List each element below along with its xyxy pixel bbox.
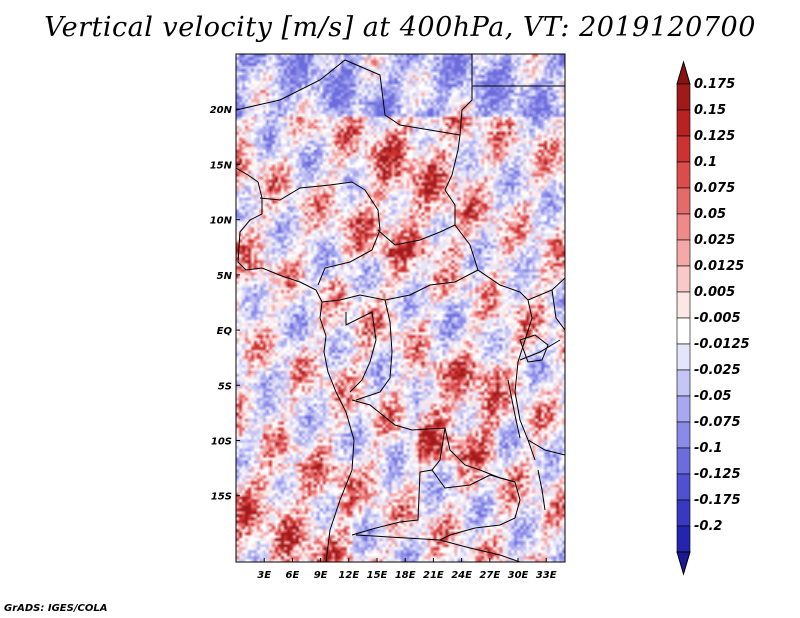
colorbar-segment — [676, 213, 691, 241]
colorbar-label: -0.025 — [694, 363, 741, 378]
border-angola-zambia — [351, 427, 446, 536]
colorbar-label: 0.05 — [694, 207, 726, 222]
colorbar-segment — [676, 369, 691, 397]
colorbar-segment — [676, 265, 691, 293]
colorbar-segment — [676, 135, 691, 163]
colorbar-top-arrow — [676, 60, 691, 85]
lat-label: 5S — [218, 381, 232, 392]
colorbar-label: 0.175 — [694, 77, 735, 92]
chart-title: Vertical velocity [m/s] at 400hPa, VT: 2… — [44, 12, 756, 43]
velocity-field — [236, 54, 565, 562]
border-congo — [345, 311, 377, 393]
colorbar: 0.175 0.15 0.125 0.1 0.075 0.05 0.025 0.0125 0.0… — [676, 60, 750, 576]
lake-malawi — [537, 469, 546, 511]
border-kenya — [551, 289, 565, 331]
colorbar-label: 0.0125 — [694, 259, 744, 274]
colorbar-label: -0.05 — [694, 389, 731, 404]
colorbar-label: -0.1 — [694, 441, 722, 456]
colorbar-segment — [676, 187, 691, 215]
lat-label: EQ — [217, 326, 233, 337]
country-borders — [236, 54, 565, 562]
border-south — [355, 534, 521, 562]
lon-label: 27E — [479, 570, 500, 581]
colorbar-bottom-arrow — [676, 551, 691, 576]
colorbar-segment — [676, 83, 691, 111]
lake-victoria — [519, 334, 549, 363]
colorbar-label: -0.0125 — [694, 337, 750, 352]
colorbar-segment — [676, 239, 691, 267]
map-frame — [235, 53, 566, 563]
border-nigeria-cameroon — [317, 189, 381, 286]
colorbar-label: 0.005 — [694, 285, 735, 300]
colorbar-segment — [676, 291, 691, 319]
lat-label: 20N — [210, 105, 233, 116]
lon-label: 21E — [423, 570, 444, 581]
colorbar-segment — [676, 109, 691, 137]
lat-label: 5N — [217, 271, 233, 282]
colorbar-label: -0.075 — [694, 415, 741, 430]
colorbar-label: 0.125 — [694, 129, 735, 144]
border-niger-nigeria — [259, 181, 366, 201]
lat-label: 10S — [211, 437, 232, 448]
colorbar-segment — [676, 473, 691, 501]
border-zambia — [431, 469, 521, 541]
grads-credit: GrADS: IGES/COLA — [4, 603, 108, 614]
colorbar-label: -0.125 — [694, 467, 741, 482]
border-chad-car — [377, 224, 456, 246]
lon-label: 6E — [286, 570, 300, 581]
colorbar-label: -0.175 — [694, 493, 741, 508]
lake-tanganyika — [507, 379, 521, 439]
colorbar-segment — [676, 317, 691, 345]
colorbar-segment — [676, 421, 691, 449]
border-drc-east — [514, 299, 536, 461]
border-drc-north — [355, 299, 393, 401]
coastline — [236, 167, 355, 562]
colorbar-label: 0.025 — [694, 233, 735, 248]
colorbar-label: 0.075 — [694, 181, 735, 196]
lon-label: 30E — [508, 570, 529, 581]
lon-label: 12E — [338, 570, 359, 581]
velocity-shading — [236, 54, 565, 562]
lon-label: 33E — [536, 570, 557, 581]
border-tanzania — [527, 439, 565, 456]
border-car-south — [321, 269, 479, 303]
colorbar-segment — [676, 499, 691, 527]
colorbar-label: 0.15 — [694, 103, 726, 118]
border-angola-drc — [351, 399, 516, 483]
longitude-labels: 3E 6E 9E 12E 15E 18E 21E 24E 27E 30E 33E — [257, 558, 557, 581]
lon-label: 3E — [257, 570, 271, 581]
border-sahara — [236, 54, 473, 136]
lat-label: 15S — [211, 492, 232, 503]
lat-label: 15N — [210, 160, 233, 171]
colorbar-segment — [676, 161, 691, 189]
lon-label: 18E — [395, 570, 416, 581]
colorbar-segment — [676, 525, 691, 553]
lat-label: 10N — [210, 216, 233, 227]
colorbar-label: -0.2 — [694, 519, 722, 534]
colorbar-label: 0.1 — [694, 155, 717, 170]
colorbar-segment — [676, 447, 691, 475]
colorbar-segment — [676, 395, 691, 423]
latitude-labels: 20N 15N 10N 5N EQ 5S 10S 15S — [210, 105, 240, 503]
lon-label: 9E — [314, 570, 328, 581]
lon-label: 24E — [451, 570, 472, 581]
colorbar-label: -0.005 — [694, 311, 741, 326]
colorbar-segment — [676, 343, 691, 371]
lon-label: 15E — [367, 570, 388, 581]
